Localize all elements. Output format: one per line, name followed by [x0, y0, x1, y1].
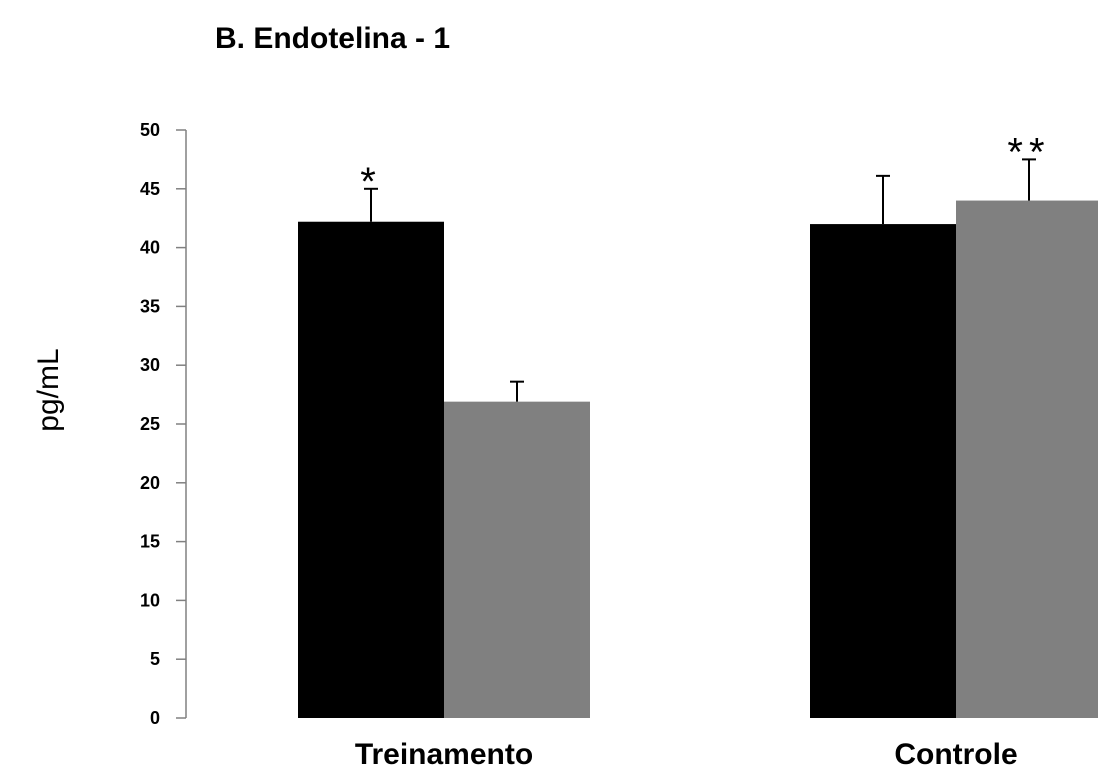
y-axis: 0 5 10 15 20 25 30 35 40 45 50: [140, 120, 187, 728]
x-axis-labels: Treinamento Controle: [355, 738, 1018, 771]
x-category-label: Controle: [894, 738, 1017, 771]
chart-title: B. Endotelina - 1: [215, 22, 450, 55]
y-tick-label: 15: [140, 532, 160, 552]
error-bars: [364, 158, 1036, 402]
y-tick-label: 25: [140, 414, 160, 434]
y-tick-label: 45: [140, 179, 160, 199]
y-tick-label: 10: [140, 590, 160, 610]
y-axis-label: pg/mL: [32, 348, 65, 431]
bar-treinamento-2: [444, 401, 590, 718]
bars: [298, 200, 1098, 718]
y-tick-label: 30: [140, 355, 160, 375]
y-tick-label: 5: [150, 649, 160, 669]
x-category-label: Treinamento: [355, 738, 533, 771]
y-tick-label: 20: [140, 473, 160, 493]
significance-marker: *: [360, 160, 382, 204]
significance-marker: **: [1007, 130, 1050, 174]
y-tick-label: 35: [140, 296, 160, 316]
y-tick-label: 40: [140, 238, 160, 258]
bar-controle-1: [810, 224, 956, 718]
bar-treinamento-1: [298, 221, 444, 718]
bar-controle-2: [956, 200, 1098, 718]
significance-markers: ***: [360, 130, 1050, 204]
y-tick-label: 0: [150, 708, 160, 728]
y-tick-label: 50: [140, 120, 160, 140]
